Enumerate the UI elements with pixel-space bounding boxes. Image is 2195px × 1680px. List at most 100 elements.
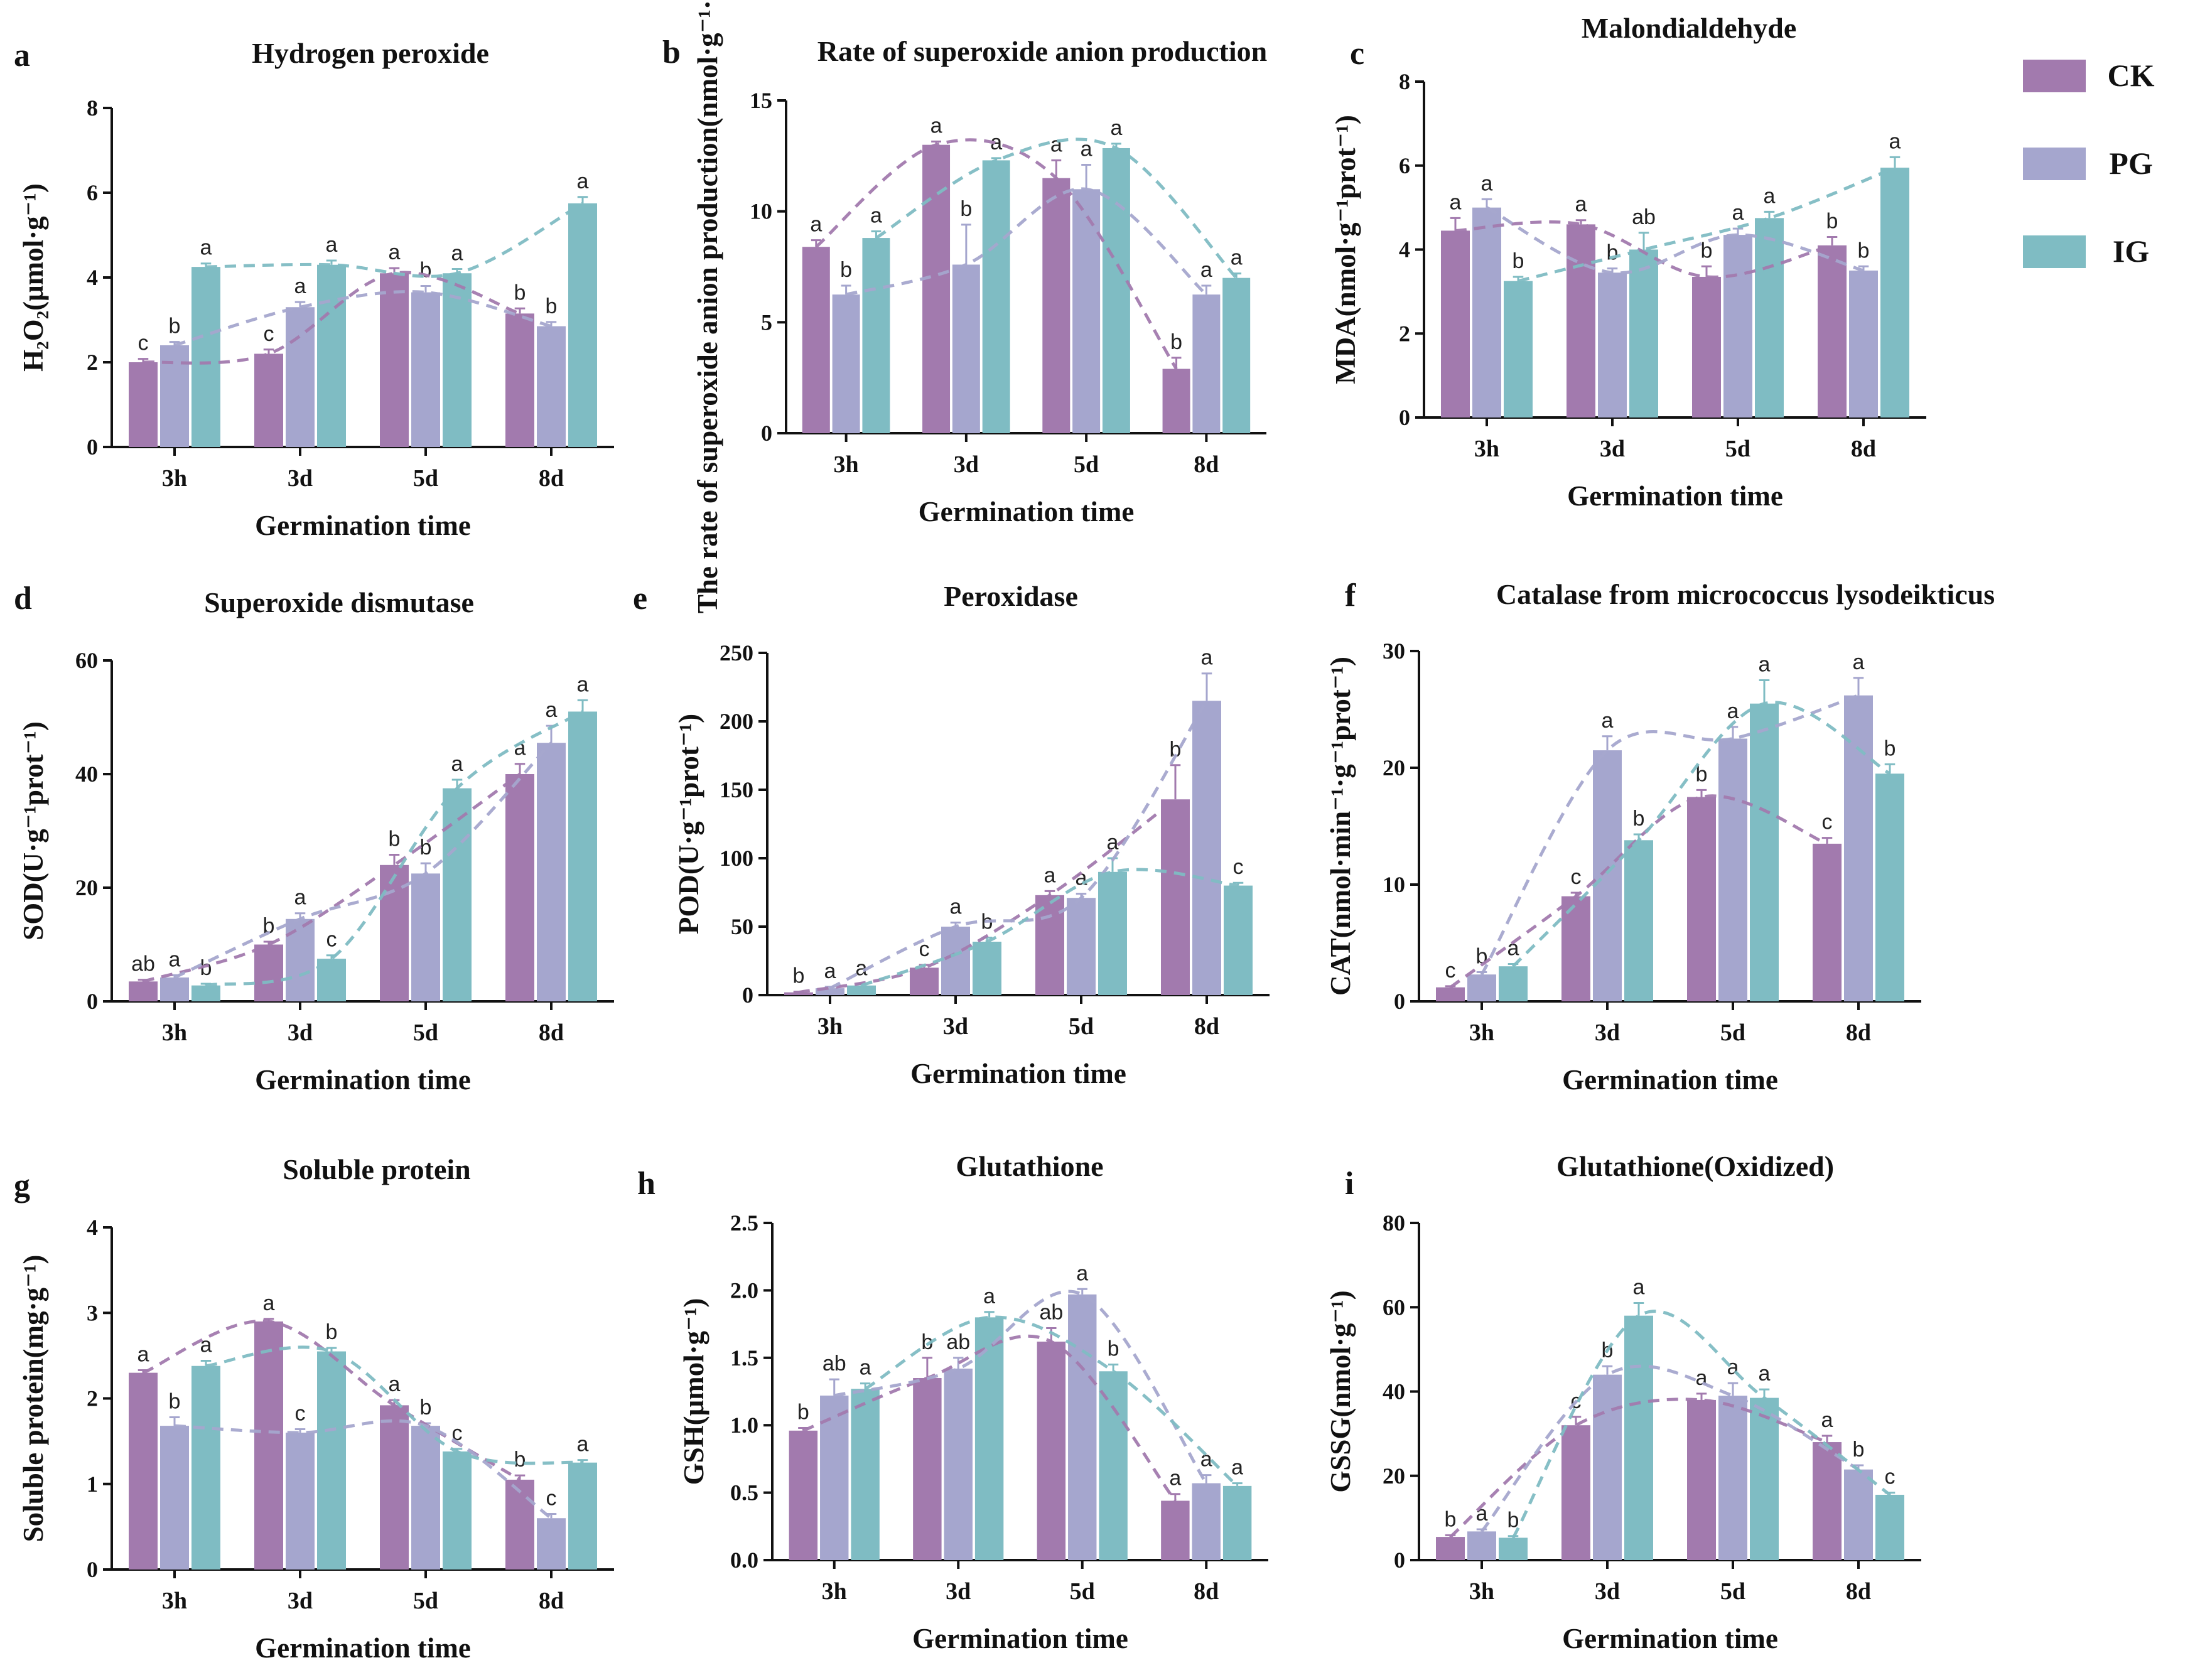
- trend-line-CK: [143, 772, 521, 983]
- bar-PG-3d: [1598, 272, 1627, 417]
- significance-label: a: [294, 886, 306, 910]
- significance-label: b: [921, 1330, 933, 1354]
- x-tick-label: 8d: [539, 465, 564, 492]
- significance-label: b: [389, 827, 401, 851]
- panel-letter-f: f: [1345, 578, 1356, 613]
- y-tick-label: 60: [1383, 1295, 1405, 1320]
- trend-line-IG: [205, 202, 584, 278]
- bar-PG-5d: [1067, 898, 1096, 995]
- bar-IG-8d: [1222, 277, 1251, 433]
- bar-CK-3h: [1436, 1537, 1465, 1560]
- significance-label: a: [983, 1284, 995, 1308]
- y-tick-label: 0: [1394, 1548, 1405, 1573]
- bar-CK-3h: [802, 247, 830, 433]
- trend-line-IG: [205, 710, 584, 988]
- x-axis-title: Germination time: [255, 1064, 471, 1096]
- y-tick-label: 0: [1399, 405, 1410, 430]
- significance-label: a: [1575, 193, 1587, 217]
- bar-CK-3d: [254, 353, 283, 447]
- x-tick-label: 8d: [1194, 1578, 1219, 1605]
- bar-PG-8d: [537, 326, 566, 447]
- bar-IG-5d: [1750, 1397, 1779, 1560]
- bar-CK-3d: [1561, 1425, 1590, 1560]
- bar-PG-3h: [832, 294, 860, 433]
- panel-title-i: Glutathione(Oxidized): [1556, 1150, 1834, 1182]
- bar-PG-8d: [1192, 294, 1221, 433]
- significance-label: a: [930, 114, 942, 137]
- x-tick-label: 8d: [1194, 1013, 1219, 1040]
- significance-label: ab: [1632, 205, 1656, 229]
- significance-label: b: [1826, 209, 1838, 233]
- trend-line-PG: [829, 699, 1209, 990]
- x-tick-label: 5d: [1720, 1578, 1745, 1605]
- bar-IG-3h: [191, 1365, 220, 1570]
- trend-line-CK: [143, 1319, 521, 1482]
- y-tick-label: 0: [1394, 989, 1405, 1014]
- bar-PG-5d: [1723, 235, 1752, 417]
- significance-label: a: [546, 698, 558, 722]
- y-axis-title: POD(U·g⁻¹prot⁻¹): [673, 714, 704, 934]
- significance-label: c: [919, 937, 930, 961]
- bar-IG-8d: [1222, 1485, 1252, 1560]
- significance-label: b: [1853, 1438, 1865, 1462]
- significance-label: b: [797, 1400, 809, 1424]
- x-axis-title: Germination time: [255, 510, 471, 541]
- significance-label: b: [514, 1448, 526, 1472]
- bar-CK-3d: [922, 144, 951, 433]
- y-tick-label: 20: [75, 875, 98, 900]
- bar-IG-3h: [862, 238, 890, 433]
- y-tick-label: 40: [1383, 1379, 1405, 1404]
- bar-PG-5d: [1718, 738, 1747, 1001]
- bar-CK-3d: [1567, 224, 1595, 417]
- y-axis-title: H₂O₂(μmol·g⁻¹): [18, 183, 49, 372]
- bar-PG-5d: [1072, 189, 1101, 433]
- panel-letter-h: h: [637, 1166, 655, 1202]
- significance-label: b: [1696, 762, 1708, 786]
- y-axis-title: GSH(μmol·g⁻¹): [678, 1298, 709, 1485]
- significance-label: c: [1445, 959, 1456, 983]
- legend-label-PG: PG: [2109, 146, 2152, 181]
- x-tick-label: 3d: [288, 465, 313, 492]
- legend-swatch-PG: [2023, 148, 2086, 180]
- significance-label: a: [294, 274, 306, 298]
- significance-label: a: [1727, 1355, 1739, 1379]
- significance-label: a: [1889, 129, 1901, 153]
- y-tick-label: 5: [761, 310, 772, 335]
- significance-label: b: [840, 258, 852, 282]
- panel-d: d Superoxide dismutase 0 20 40 60 SOD(U·g⁻¹pro…: [14, 581, 614, 1096]
- trend-line-PG: [174, 290, 552, 347]
- x-tick-label: 8d: [539, 1020, 564, 1046]
- bar-CK-3h: [789, 1430, 818, 1560]
- trend-line-PG: [1480, 694, 1859, 976]
- bar-CK-5d: [380, 1405, 409, 1570]
- y-axis-title: The rate of superoxide anion production(…: [692, 0, 723, 613]
- panel-title-e: Peroxidase: [944, 580, 1078, 612]
- panel-h: h Glutathione 0.0 0.5 1.0 1.5 2.0 2.5 GSH(μmol·g…: [637, 1150, 1268, 1654]
- x-axis-title: Germination time: [912, 1623, 1128, 1654]
- bar-PG-8d: [537, 1518, 566, 1570]
- significance-label: b: [1170, 330, 1182, 354]
- bar-CK-3h: [129, 981, 158, 1001]
- x-tick-label: 3d: [288, 1020, 313, 1046]
- significance-label: a: [1201, 646, 1213, 670]
- bar-PG-5d: [411, 873, 440, 1001]
- x-tick-label: 5d: [1070, 1578, 1095, 1605]
- x-tick-label: 5d: [413, 1588, 438, 1614]
- x-tick-label: 5d: [413, 1020, 438, 1046]
- panel-e: e Peroxidase 0 50 100 150 200 250 POD(U·g⁻¹prot⁻…: [633, 580, 1270, 1089]
- significance-label: a: [810, 213, 822, 237]
- bar-CK-5d: [1687, 797, 1716, 1001]
- trend-line-PG: [1480, 1364, 1860, 1532]
- x-tick-label: 3h: [162, 1588, 187, 1614]
- significance-label: a: [514, 736, 526, 760]
- y-tick-label: 40: [75, 762, 98, 787]
- significance-label: c: [1233, 855, 1244, 879]
- significance-label: a: [1696, 1366, 1708, 1390]
- significance-label: a: [577, 1433, 589, 1457]
- x-tick-label: 8d: [1194, 451, 1219, 478]
- bar-IG-8d: [1875, 773, 1904, 1001]
- bar-PG-8d: [1192, 1483, 1221, 1560]
- significance-label: a: [1231, 246, 1243, 270]
- significance-label: c: [326, 928, 337, 952]
